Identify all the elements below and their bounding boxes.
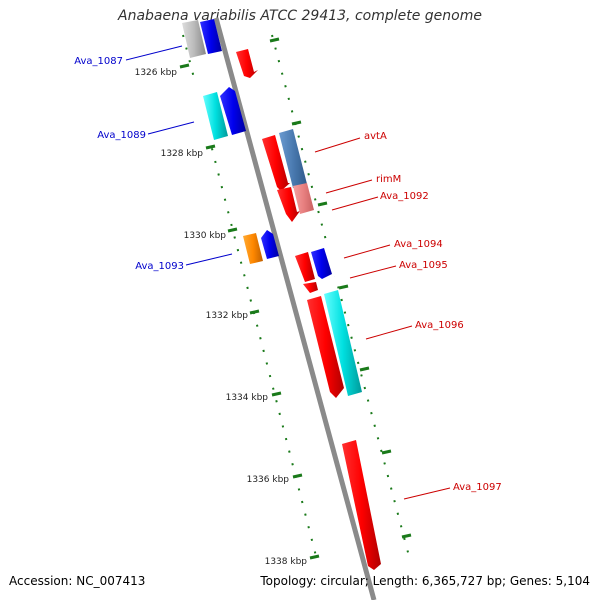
gene-arrow[interactable]: [303, 282, 318, 293]
leader-line: [185, 253, 233, 266]
tick-mark: [291, 120, 302, 126]
gene-label[interactable]: Ava_1087: [74, 56, 123, 67]
gene-arrow[interactable]: [262, 135, 290, 191]
tick-mark: [317, 201, 328, 207]
gene-label[interactable]: Ava_1096: [415, 320, 464, 331]
tick-mark: [271, 391, 282, 397]
leader-line: [349, 265, 397, 279]
tick-label: 1326 kbp: [135, 68, 178, 78]
gene-arrow[interactable]: [295, 252, 315, 282]
gene-label[interactable]: Ava_1089: [97, 130, 146, 141]
tick-mark: [179, 63, 190, 69]
leader-line: [331, 196, 379, 211]
accession-label: Accession: NC_007413: [9, 574, 146, 588]
gene-arrow[interactable]: [324, 290, 362, 396]
gene-arrow[interactable]: [342, 440, 381, 570]
leader-line: [125, 45, 183, 61]
tick-mark: [292, 473, 303, 479]
genome-summary: Topology: circular; Length: 6,365,727 bp…: [260, 574, 590, 588]
tick-mark: [359, 366, 370, 372]
gene-arrow[interactable]: [277, 187, 300, 222]
tick-label: 1328 kbp: [161, 149, 204, 159]
tick-labels: 1326 kbp 1328 kbp 1330 kbp 1332 kbp 1334…: [135, 68, 308, 567]
gene-label[interactable]: Ava_1092: [380, 191, 429, 202]
gene-arrow[interactable]: [243, 233, 263, 264]
tick-label: 1338 kbp: [265, 557, 308, 567]
tick-label: 1336 kbp: [247, 475, 290, 485]
gene-label[interactable]: Ava_1093: [135, 261, 184, 272]
tick-label: 1330 kbp: [184, 231, 227, 241]
gene-labels: Ava_1087 Ava_1089 Ava_1093 avtA rimM Ava…: [74, 56, 502, 493]
gene-arrow[interactable]: [220, 87, 246, 135]
leader-line: [147, 121, 195, 135]
gene-arrow[interactable]: [236, 49, 258, 78]
leader-line: [403, 487, 451, 500]
tick-marks-right: [269, 37, 412, 539]
gene-label[interactable]: Ava_1094: [394, 239, 443, 250]
map-title: Anabaena variabilis ATCC 29413, complete…: [118, 8, 482, 24]
leader-line: [325, 179, 373, 194]
gene-arrow[interactable]: [307, 296, 344, 398]
gene-label[interactable]: Ava_1095: [399, 260, 448, 271]
tick-label: 1332 kbp: [206, 311, 249, 321]
forward-strand-genes: [236, 49, 381, 570]
tick-mark: [227, 227, 238, 233]
tick-mark: [269, 37, 280, 43]
gene-arrow[interactable]: [311, 248, 332, 279]
genome-backbone: [213, 17, 377, 600]
tick-marks: [179, 63, 320, 560]
leader-line: [314, 137, 361, 153]
gene-label[interactable]: rimM: [376, 174, 401, 185]
gene-arrow[interactable]: [279, 129, 307, 188]
tick-mark: [249, 309, 260, 315]
gene-arrow[interactable]: [200, 19, 222, 54]
gene-arrow[interactable]: [293, 183, 314, 214]
tick-label: 1334 kbp: [226, 393, 269, 403]
gene-arrow[interactable]: [203, 92, 228, 140]
tick-mark: [205, 144, 216, 150]
gene-arrow[interactable]: [182, 20, 206, 58]
gene-arrow[interactable]: [261, 230, 279, 259]
tick-mark: [401, 533, 412, 539]
tick-mark: [309, 554, 320, 560]
reverse-strand-genes: [182, 19, 279, 264]
leader-lines: [125, 45, 451, 500]
leader-line: [365, 325, 413, 340]
gene-label[interactable]: Ava_1097: [453, 482, 502, 493]
tick-mark: [381, 449, 392, 455]
tick-mark: [338, 284, 349, 290]
gene-label[interactable]: avtA: [364, 131, 387, 142]
leader-line: [343, 244, 391, 259]
